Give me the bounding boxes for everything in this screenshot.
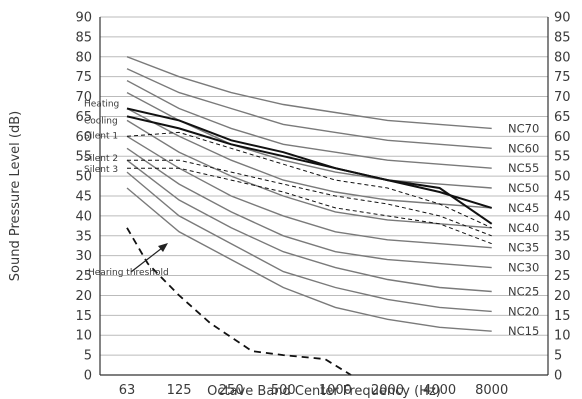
x-tick-label: 250 xyxy=(219,383,244,398)
y-tick-label-left: 55 xyxy=(75,150,92,165)
nc-curve-nc70 xyxy=(126,56,492,130)
y-tick-label-left: 40 xyxy=(75,209,92,224)
y-tick-label-left: 75 xyxy=(75,70,92,85)
y-tick-label-right: 70 xyxy=(554,90,571,105)
nc-label-nc40: NC40 xyxy=(508,221,539,235)
y-tick-label-right: 25 xyxy=(554,269,571,284)
x-tick-label: 63 xyxy=(119,383,136,398)
y-tick-label-right: 85 xyxy=(554,30,571,45)
nc-label-nc70: NC70 xyxy=(508,121,539,135)
series-line-heating xyxy=(126,107,493,225)
y-tick-label-left: 5 xyxy=(84,349,92,364)
y-tick-label-right: 35 xyxy=(554,229,571,244)
x-tick-label: 500 xyxy=(271,383,296,398)
nc-curve-nc35 xyxy=(126,135,492,249)
y-tick-label-left: 45 xyxy=(75,190,92,205)
y-tick-label-right: 40 xyxy=(554,209,571,224)
nc-label-nc55: NC55 xyxy=(508,161,539,175)
nc-label-nc50: NC50 xyxy=(508,181,539,195)
y-tick-label-left: 25 xyxy=(75,269,92,284)
y-tick-label-left: 70 xyxy=(75,90,92,105)
y-tick-label-right: 15 xyxy=(554,309,571,324)
y-tick-label-right: 80 xyxy=(554,50,571,65)
y-tick-label-right: 55 xyxy=(554,150,571,165)
y-axis-title: Sound Pressure Level (dB) xyxy=(8,111,23,281)
y-tick-label-right: 30 xyxy=(554,249,571,264)
y-tick-label-left: 90 xyxy=(75,11,92,26)
series-label-silent-2: Silent 2 xyxy=(84,154,118,164)
annotation-arrow-line xyxy=(130,247,163,273)
y-tick-label-left: 30 xyxy=(75,249,92,264)
x-tick-label: 2000 xyxy=(371,383,404,398)
y-tick-label-right: 75 xyxy=(554,70,571,85)
y-tick-label-left: 50 xyxy=(75,170,92,185)
y-tick-label-left: 85 xyxy=(75,30,92,45)
nc-curve-nc45 xyxy=(126,107,492,209)
nc-label-nc20: NC20 xyxy=(508,304,539,318)
y-tick-label-left: 10 xyxy=(75,329,92,344)
series-layer xyxy=(126,107,493,376)
nc-label-nc45: NC45 xyxy=(508,201,539,215)
y-tick-label-right: 50 xyxy=(554,170,571,185)
series-line-cooling xyxy=(126,115,492,209)
annotation-arrow-head xyxy=(158,243,168,252)
nc-curve-nc30 xyxy=(126,147,492,269)
nc-curve-nc50 xyxy=(126,91,492,189)
nc-label-nc25: NC25 xyxy=(508,284,539,298)
nc-curve-nc60 xyxy=(126,68,492,149)
series-line-silent-3 xyxy=(127,167,492,245)
nc-curve-nc15 xyxy=(126,187,492,332)
y-tick-label-left: 35 xyxy=(75,229,92,244)
y-tick-label-right: 0 xyxy=(554,369,562,384)
y-tick-label-left: 80 xyxy=(75,50,92,65)
y-tick-label-left: 0 xyxy=(84,369,92,384)
series-label-heating: Heating xyxy=(84,99,119,109)
x-tick-label: 1000 xyxy=(319,383,352,398)
hearing-threshold-label: Hearing threshold xyxy=(88,268,169,278)
nc-label-nc30: NC30 xyxy=(508,261,539,275)
y-tick-label-right: 45 xyxy=(554,190,571,205)
nc-label-nc15: NC15 xyxy=(508,324,539,338)
y-tick-label-left: 65 xyxy=(75,110,92,125)
y-tick-label-left: 20 xyxy=(75,289,92,304)
y-tick-label-left: 60 xyxy=(75,130,92,145)
x-tick-label: 4000 xyxy=(423,383,456,398)
y-tick-label-right: 90 xyxy=(554,11,571,26)
nc-curve-nc40 xyxy=(126,119,492,229)
x-axis-title: Octave Band Center Frequency (Hz) xyxy=(207,384,441,399)
y-tick-label-right: 65 xyxy=(554,110,571,125)
nc-curve-nc20 xyxy=(126,171,492,313)
series-label-silent-1: Silent 1 xyxy=(84,131,118,141)
nc-curve-nc25 xyxy=(126,159,492,293)
y-tick-label-right: 5 xyxy=(554,349,562,364)
series-line-silent-1 xyxy=(126,131,492,229)
y-tick-label-left: 15 xyxy=(75,309,92,324)
nc-curve-nc55 xyxy=(126,79,492,169)
label-layer: NC70 NC60 NC55 NC50 NC45 NC40 NC35 NC30 NC25 NC20… xyxy=(84,99,539,338)
hearing-threshold-line xyxy=(126,227,352,376)
y-tick-label-right: 10 xyxy=(554,329,571,344)
curve-layer xyxy=(126,56,492,332)
nc-label-nc60: NC60 xyxy=(508,141,539,155)
nc-label-nc35: NC35 xyxy=(508,241,539,255)
y-tick-label-right: 60 xyxy=(554,130,571,145)
series-label-silent-3: Silent 3 xyxy=(84,165,118,175)
y-tick-label-right: 20 xyxy=(554,289,571,304)
series-label-cooling: Cooling xyxy=(84,116,118,126)
x-tick-label: 8000 xyxy=(475,383,508,398)
x-tick-label: 125 xyxy=(167,383,192,398)
series-line-silent-2 xyxy=(127,159,492,237)
